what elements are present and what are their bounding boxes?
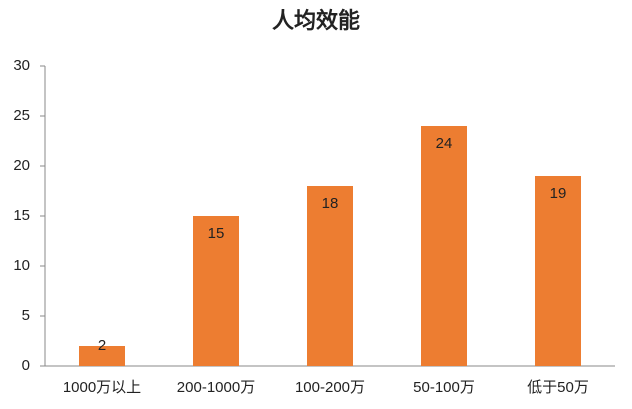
data-label: 15 xyxy=(208,225,225,242)
y-tick-label: 15 xyxy=(13,207,30,224)
data-label: 2 xyxy=(98,337,106,354)
y-tick-label: 30 xyxy=(13,57,30,74)
chart-title: 人均效能 xyxy=(272,8,360,33)
x-tick-label: 1000万以上 xyxy=(63,379,141,396)
y-tick-label: 0 xyxy=(22,357,30,374)
data-label: 24 xyxy=(436,135,453,152)
data-label: 18 xyxy=(322,195,339,212)
y-tick-label: 5 xyxy=(22,307,30,324)
data-label: 19 xyxy=(550,185,567,202)
x-tick-label: 50-100万 xyxy=(413,379,475,396)
y-tick-label: 20 xyxy=(13,157,30,174)
x-tick-label: 100-200万 xyxy=(295,379,365,396)
bar xyxy=(421,126,467,366)
x-tick-label: 低于50万 xyxy=(527,379,589,396)
y-tick-label: 25 xyxy=(13,107,30,124)
bar xyxy=(535,176,581,366)
bar xyxy=(79,346,125,366)
y-tick-label: 10 xyxy=(13,257,30,274)
x-tick-label: 200-1000万 xyxy=(177,379,255,396)
bar xyxy=(307,186,353,366)
bar xyxy=(193,216,239,366)
